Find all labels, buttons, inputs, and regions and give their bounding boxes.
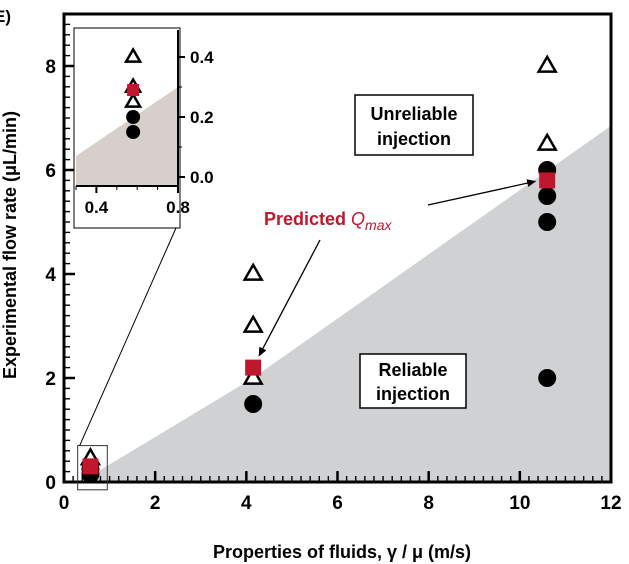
predicted-qmax-label: Predicted Qmax bbox=[264, 209, 392, 233]
arrow-to-mid-square bbox=[258, 239, 321, 357]
filled-circle-point bbox=[538, 213, 557, 231]
predicted-square-point bbox=[539, 172, 556, 189]
x-tick-label: 0 bbox=[59, 493, 70, 514]
open-triangle-point bbox=[536, 54, 558, 73]
predicted-square-point bbox=[245, 359, 262, 376]
inset-filled-circle bbox=[126, 110, 141, 124]
unreliable-label-line2: injection bbox=[377, 129, 451, 149]
y-tick-label: 4 bbox=[45, 265, 56, 286]
open-triangle-point bbox=[242, 366, 264, 385]
predicted-square-point bbox=[82, 458, 99, 475]
open-triangle-point bbox=[242, 314, 264, 333]
panel-label: E) bbox=[0, 7, 11, 26]
open-triangle-point bbox=[536, 132, 558, 151]
reliable-label-line2: injection bbox=[376, 384, 450, 404]
inset-y-tick-label: 0.4 bbox=[190, 48, 214, 67]
x-tick-label: 8 bbox=[423, 493, 434, 514]
filled-circle-point bbox=[538, 369, 557, 387]
inset-reliable-region bbox=[76, 87, 178, 186]
zoom-region-box bbox=[77, 445, 108, 491]
reliable-region bbox=[89, 125, 612, 483]
inset-predicted-square bbox=[127, 84, 140, 96]
y-tick-label: 8 bbox=[45, 57, 56, 78]
y-tick-label: 6 bbox=[45, 161, 56, 182]
x-tick-label: 2 bbox=[150, 493, 161, 514]
reliable-label-box bbox=[359, 353, 467, 409]
unreliable-label-line1: Unreliable bbox=[370, 104, 457, 124]
y-axis-title: Experimental flow rate (μL/min) bbox=[0, 111, 20, 379]
x-tick-label: 10 bbox=[509, 493, 530, 514]
x-axis-title: Properties of fluids, γ / μ (m/s) bbox=[213, 542, 471, 562]
y-tick-label: 2 bbox=[45, 369, 56, 390]
inset-open-triangle bbox=[123, 46, 143, 63]
y-tick-label: 0 bbox=[45, 473, 56, 494]
x-tick-label: 4 bbox=[241, 493, 252, 514]
inset-x-tick-label: 0.4 bbox=[85, 198, 109, 217]
inset-open-triangle bbox=[123, 91, 143, 108]
unreliable-label-box bbox=[354, 94, 474, 156]
filled-circle-point bbox=[244, 395, 263, 413]
x-tick-label: 6 bbox=[332, 493, 343, 514]
inset-x-tick-label: 0.8 bbox=[166, 198, 190, 217]
open-triangle-point bbox=[242, 262, 264, 281]
inset-y-tick-label: 0.0 bbox=[190, 168, 214, 187]
filled-circle-point bbox=[538, 187, 557, 205]
reliable-label-line1: Reliable bbox=[378, 360, 447, 380]
inset-filled-circle bbox=[126, 125, 141, 139]
inset-connector-line bbox=[79, 227, 177, 446]
x-tick-label: 12 bbox=[600, 493, 621, 514]
arrow-to-right-square bbox=[427, 179, 537, 206]
inset-y-tick-label: 0.2 bbox=[190, 108, 214, 127]
